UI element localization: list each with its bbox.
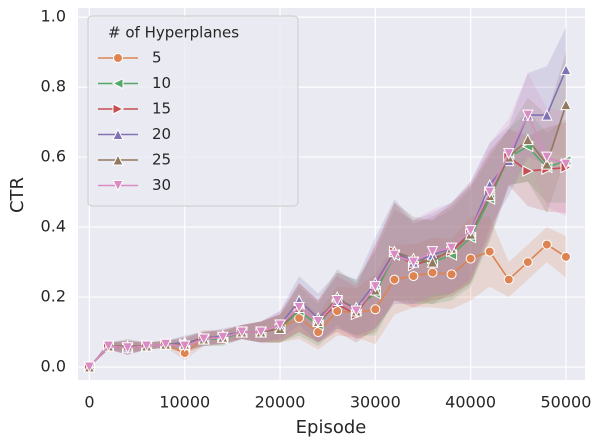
x-tick-label: 0 bbox=[84, 393, 94, 412]
marker bbox=[389, 274, 400, 285]
legend-title: # of Hyperplanes bbox=[108, 24, 239, 42]
marker bbox=[112, 153, 124, 166]
marker bbox=[560, 63, 572, 76]
y-tick-label: 0.2 bbox=[41, 287, 66, 306]
marker bbox=[236, 326, 248, 339]
legend-label: 10 bbox=[152, 74, 171, 92]
x-tick-label: 20000 bbox=[255, 393, 306, 412]
marker bbox=[484, 246, 495, 257]
marker bbox=[159, 338, 172, 351]
marker bbox=[502, 148, 515, 160]
marker bbox=[426, 246, 439, 258]
legend-label: 20 bbox=[152, 125, 171, 143]
confidence-band bbox=[89, 52, 566, 368]
marker bbox=[483, 186, 496, 199]
marker bbox=[312, 316, 324, 328]
marker bbox=[369, 281, 382, 293]
marker bbox=[408, 271, 419, 282]
legend-label: 15 bbox=[152, 100, 171, 118]
y-axis-label: CTR bbox=[7, 177, 28, 213]
marker bbox=[217, 331, 229, 344]
marker bbox=[446, 269, 457, 280]
legend: # of Hyperplanes 5 10 15 20 25 30 bbox=[87, 15, 299, 207]
series-line bbox=[88, 113, 567, 368]
marker bbox=[112, 128, 124, 140]
marker bbox=[407, 256, 420, 269]
marker bbox=[255, 326, 267, 339]
marker bbox=[560, 158, 572, 171]
marker bbox=[370, 304, 381, 315]
marker bbox=[522, 109, 534, 122]
marker bbox=[522, 133, 534, 146]
marker bbox=[121, 342, 134, 354]
y-tick-label: 0.4 bbox=[41, 217, 66, 236]
marker bbox=[427, 267, 438, 278]
confidence-band bbox=[89, 122, 566, 368]
marker bbox=[83, 361, 96, 374]
x-tick-label: 40000 bbox=[445, 393, 496, 412]
marker bbox=[560, 251, 571, 262]
marker bbox=[560, 98, 572, 111]
marker bbox=[140, 340, 153, 353]
y-tick-label: 0.8 bbox=[41, 77, 66, 96]
marker bbox=[293, 302, 305, 314]
confidence-band bbox=[89, 73, 566, 368]
y-tick-label: 0.6 bbox=[41, 147, 66, 166]
legend-label: 30 bbox=[152, 176, 171, 194]
marker bbox=[503, 274, 514, 285]
marker bbox=[541, 239, 552, 250]
marker bbox=[113, 53, 123, 63]
marker bbox=[464, 225, 477, 237]
marker bbox=[350, 305, 363, 318]
marker bbox=[445, 242, 458, 255]
marker bbox=[465, 253, 476, 264]
legend-label: 5 bbox=[152, 49, 162, 67]
marker bbox=[112, 180, 124, 192]
y-tick-label: 0.0 bbox=[41, 357, 66, 376]
marker bbox=[426, 255, 439, 268]
marker bbox=[541, 157, 553, 170]
marker bbox=[331, 295, 344, 307]
marker bbox=[197, 333, 210, 346]
y-tick-label: 1.0 bbox=[41, 7, 66, 26]
marker bbox=[522, 165, 534, 177]
confidence-band bbox=[89, 27, 566, 368]
x-tick-label: 30000 bbox=[350, 393, 401, 412]
marker bbox=[388, 249, 401, 262]
marker bbox=[178, 340, 191, 353]
marker bbox=[274, 319, 286, 332]
marker bbox=[541, 151, 553, 164]
marker bbox=[541, 108, 553, 121]
legend-box bbox=[87, 15, 299, 207]
marker bbox=[522, 257, 533, 268]
x-tick-label: 10000 bbox=[159, 393, 210, 412]
marker bbox=[111, 77, 124, 90]
x-axis-label: Episode bbox=[296, 417, 367, 438]
x-tick-label: 50000 bbox=[540, 393, 591, 412]
legend-label: 25 bbox=[152, 151, 171, 169]
marker bbox=[102, 340, 115, 353]
marker bbox=[112, 103, 125, 115]
